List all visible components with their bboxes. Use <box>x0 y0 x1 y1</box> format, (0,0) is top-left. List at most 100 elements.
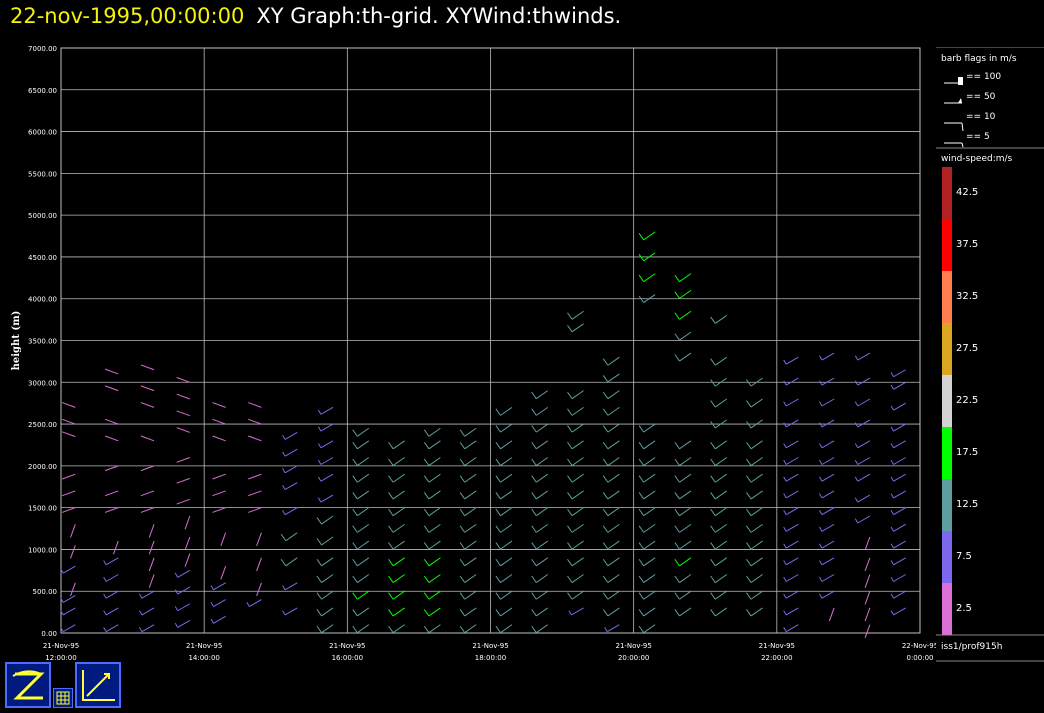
wind-barb <box>536 440 549 450</box>
x-tick-label-date: 21-Nov-95 <box>615 642 651 650</box>
xy-graph-button[interactable] <box>75 662 121 708</box>
wind-barb <box>714 590 728 600</box>
wind-barb-flag <box>495 425 501 433</box>
wind-barb <box>643 607 656 617</box>
wind-barb-flag <box>710 525 716 533</box>
wind-barb-flag <box>459 625 466 633</box>
wind-barb-flag <box>890 459 894 465</box>
wind-barb <box>571 574 584 583</box>
barb-sample-5-flag <box>961 142 964 148</box>
wind-barb <box>321 536 334 546</box>
wind-barb-flag <box>210 618 214 624</box>
wind-barb <box>571 473 584 483</box>
wind-barb <box>785 557 799 566</box>
wind-barb <box>249 599 262 608</box>
wind-barb-flag <box>710 421 716 429</box>
barb-legend-title: barb flags in m/s <box>941 54 1017 64</box>
speed-color-label: 37.5 <box>956 239 979 250</box>
wind-barb <box>428 523 441 533</box>
wind-barb <box>392 540 405 550</box>
wind-barb-flag <box>282 484 286 490</box>
wind-barb-flag <box>316 575 322 583</box>
wind-barb <box>821 523 835 532</box>
wind-barb-flag <box>602 609 609 617</box>
wind-barb <box>464 440 477 450</box>
wind-barb <box>220 532 227 547</box>
wind-barb-flag <box>710 475 716 483</box>
zeb-logo-icon <box>12 670 45 700</box>
wind-barb-flag <box>854 518 859 524</box>
wind-barb <box>607 473 620 483</box>
wind-barb <box>176 498 191 505</box>
wind-barb-flag <box>210 585 214 591</box>
wind-barb-flag <box>495 625 501 633</box>
wind-barb <box>248 507 262 513</box>
wind-barb-flag <box>890 405 894 411</box>
wind-barb-flag <box>602 375 609 383</box>
wind-barb <box>821 419 835 428</box>
wind-barb-flag <box>174 589 179 595</box>
wind-barb <box>105 624 119 633</box>
wind-barb <box>821 507 835 516</box>
wind-barb-flag <box>459 575 466 583</box>
wind-barb-flag <box>746 609 752 617</box>
y-tick-label: 7000.00 <box>28 45 57 53</box>
y-tick-label: 4000.00 <box>28 296 57 304</box>
wind-barb <box>392 507 405 517</box>
wind-barb-flag <box>674 592 680 600</box>
wind-barb <box>500 540 513 550</box>
speed-color-swatch <box>942 583 952 635</box>
wind-barb-flag <box>567 458 573 466</box>
wind-barb-flag <box>316 609 322 617</box>
wind-barb <box>679 523 692 533</box>
wind-barb-flag <box>459 508 466 516</box>
wind-barb <box>428 557 441 567</box>
wind-barb-flag <box>531 558 537 567</box>
wind-barb-flag <box>210 601 214 607</box>
wind-barb <box>750 590 763 600</box>
wind-barb-flag <box>459 441 466 450</box>
title-date: 22-nov-1995,00:00:00 <box>10 4 245 28</box>
wind-barb-flag <box>746 458 752 466</box>
wind-barb <box>893 402 906 411</box>
wind-barb <box>893 607 906 616</box>
wind-barb <box>679 473 692 483</box>
wind-barb-flag <box>139 627 143 632</box>
wind-barb <box>857 398 871 407</box>
wind-barb-flag <box>567 592 573 600</box>
wind-barb <box>177 569 191 578</box>
wind-barb <box>464 607 477 617</box>
wind-barb <box>607 356 620 366</box>
wind-barb-flag <box>602 425 609 433</box>
wind-barb <box>256 532 262 547</box>
wind-barb <box>321 515 334 525</box>
wind-barb-flag <box>854 459 859 465</box>
wind-barb <box>679 457 692 466</box>
wind-barb-flag <box>819 560 823 566</box>
wind-barb-flag <box>602 458 609 466</box>
wind-barb <box>428 507 441 517</box>
wind-barb <box>357 590 370 600</box>
wind-barb <box>357 540 370 550</box>
wind-barb <box>392 440 405 450</box>
wind-barb <box>893 507 906 516</box>
wind-barb <box>104 490 119 497</box>
wind-barb <box>571 590 584 600</box>
wind-barb <box>714 540 728 550</box>
y-tick-label: 2000.00 <box>28 463 57 471</box>
wind-barb-flag <box>531 575 537 583</box>
wind-barb-flag <box>352 625 358 633</box>
x-tick-label-time: 20:00:00 <box>618 654 649 662</box>
wind-barb-flag <box>388 441 394 450</box>
wind-barb-flag <box>783 543 787 549</box>
x-tick-label-date: 21-Nov-95 <box>472 642 508 650</box>
wind-barb <box>500 557 513 567</box>
grid-table-button[interactable] <box>53 688 73 708</box>
wind-barb-flag <box>890 576 894 582</box>
wind-barb <box>607 590 620 600</box>
wind-barb <box>392 574 405 583</box>
wind-barb-flag <box>567 558 573 567</box>
zeb-logo-button[interactable] <box>5 662 51 708</box>
wind-barb <box>464 507 477 517</box>
wind-barb <box>821 377 835 386</box>
